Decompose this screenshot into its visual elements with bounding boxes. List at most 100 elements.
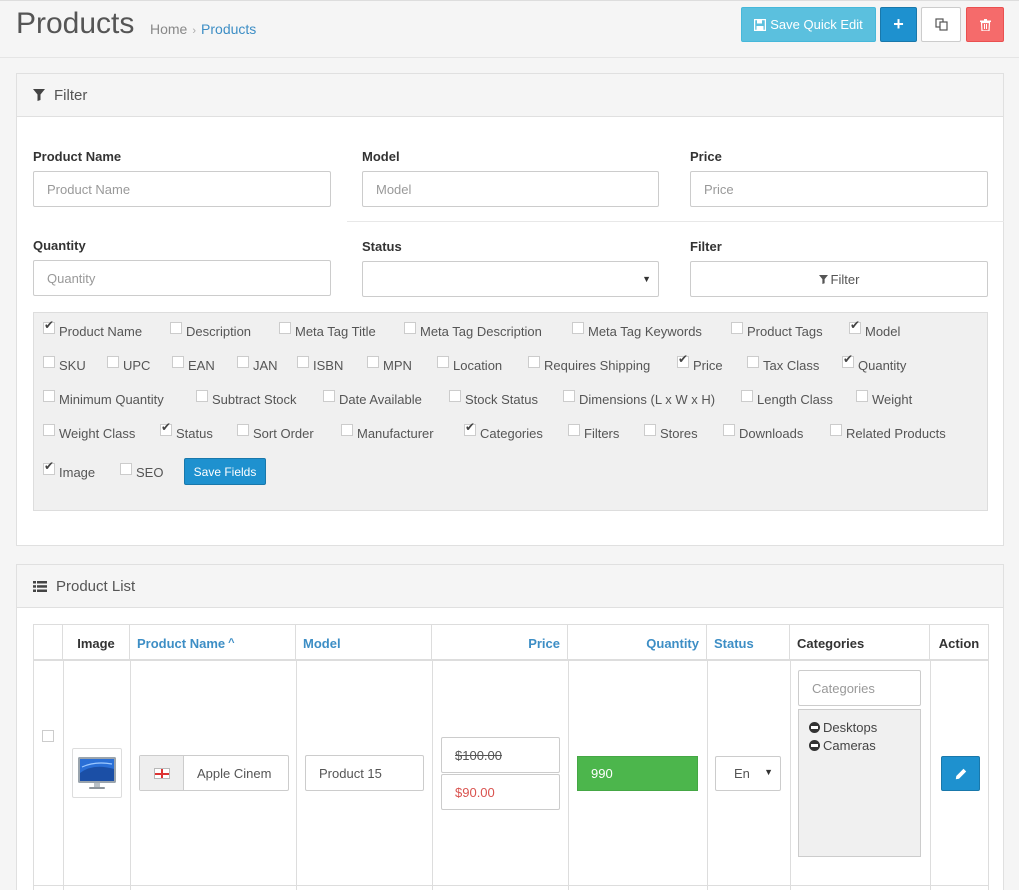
checkbox[interactable] [107, 355, 119, 368]
remove-icon[interactable] [809, 721, 820, 733]
field-checkbox[interactable]: Product Tags [731, 321, 823, 339]
field-checkbox[interactable]: Stores [644, 423, 698, 441]
checkbox[interactable] [563, 389, 575, 402]
checkbox[interactable] [677, 352, 689, 368]
checkbox[interactable] [856, 389, 868, 402]
save-quick-edit-button[interactable]: Save Quick Edit [741, 7, 876, 42]
column-product-name[interactable]: Product Name ^ [130, 625, 296, 661]
product-name-field[interactable]: Apple Cinem [139, 755, 289, 791]
checkbox[interactable] [43, 318, 55, 334]
field-checkbox[interactable]: Requires Shipping [528, 355, 650, 373]
field-checkbox[interactable]: Subtract Stock [196, 389, 297, 407]
status-select[interactable]: En ▼ [715, 756, 781, 791]
field-checkbox[interactable]: SEO [120, 462, 163, 480]
checkbox[interactable] [437, 355, 449, 368]
field-checkbox[interactable]: Quantity [842, 352, 906, 373]
quantity-input[interactable]: Quantity [33, 260, 331, 296]
save-fields-button[interactable]: Save Fields [184, 458, 266, 485]
field-checkbox[interactable]: Location [437, 355, 502, 373]
field-checkbox[interactable]: JAN [237, 355, 278, 373]
product-image[interactable] [72, 748, 122, 798]
checkbox[interactable] [120, 462, 132, 475]
checkbox[interactable] [237, 423, 249, 436]
price-input[interactable]: Price [690, 171, 988, 207]
product-name-input[interactable]: Product Name [33, 171, 331, 207]
field-checkbox[interactable]: Price [677, 352, 723, 373]
checkbox[interactable] [43, 423, 55, 436]
add-product-button[interactable]: + [880, 7, 917, 42]
field-checkbox[interactable]: Minimum Quantity [43, 389, 164, 407]
column-model[interactable]: Model [296, 625, 432, 661]
checkbox[interactable] [528, 355, 540, 368]
field-checkbox[interactable]: SKU [43, 355, 86, 373]
field-checkbox[interactable]: Dimensions (L x W x H) [563, 389, 715, 407]
field-checkbox[interactable]: ISBN [297, 355, 343, 373]
price-field[interactable]: $100.00 [441, 737, 560, 773]
row-select-checkbox[interactable] [42, 730, 54, 742]
checkbox[interactable] [341, 423, 353, 436]
checkbox[interactable] [747, 355, 759, 368]
checkbox[interactable] [644, 423, 656, 436]
breadcrumb-home[interactable]: Home [150, 21, 188, 37]
checkbox[interactable] [449, 389, 461, 402]
field-checkbox[interactable]: Downloads [723, 423, 803, 441]
model-input[interactable]: Model [362, 171, 659, 207]
column-price[interactable]: Price [432, 625, 568, 661]
field-checkbox[interactable]: Meta Tag Description [404, 321, 542, 339]
field-checkbox[interactable]: Categories [464, 420, 543, 441]
checkbox[interactable] [849, 318, 861, 334]
checkbox[interactable] [196, 389, 208, 402]
checkbox[interactable] [830, 423, 842, 436]
field-checkbox[interactable]: EAN [172, 355, 215, 373]
field-checkbox[interactable]: Description [170, 321, 251, 339]
checkbox[interactable] [404, 321, 416, 334]
checkbox[interactable] [572, 321, 584, 334]
checkbox[interactable] [237, 355, 249, 368]
quantity-field[interactable]: 990 [577, 756, 698, 791]
column-status[interactable]: Status [707, 625, 790, 661]
delete-button[interactable] [966, 7, 1004, 42]
field-checkbox[interactable]: Stock Status [449, 389, 538, 407]
breadcrumb-products[interactable]: Products [201, 21, 257, 37]
checkbox[interactable] [741, 389, 753, 402]
checkbox[interactable] [568, 423, 580, 436]
checkbox[interactable] [464, 420, 476, 436]
field-checkbox[interactable]: Weight [856, 389, 912, 407]
column-quantity[interactable]: Quantity [568, 625, 707, 661]
checkbox[interactable] [43, 459, 55, 475]
checkbox[interactable] [297, 355, 309, 368]
copy-button[interactable] [921, 7, 961, 42]
checkbox[interactable] [170, 321, 182, 334]
edit-button[interactable] [941, 756, 980, 791]
remove-icon[interactable] [809, 739, 820, 751]
field-checkbox[interactable]: Manufacturer [341, 423, 434, 441]
checkbox[interactable] [43, 389, 55, 402]
field-checkbox[interactable]: Image [43, 459, 95, 480]
special-price-field[interactable]: $90.00 [441, 774, 560, 810]
checkbox[interactable] [367, 355, 379, 368]
categories-input[interactable]: Categories [798, 670, 921, 706]
checkbox[interactable] [43, 355, 55, 368]
model-field[interactable]: Product 15 [305, 755, 424, 791]
field-checkbox[interactable]: Filters [568, 423, 619, 441]
status-select[interactable]: ▼ [362, 261, 659, 297]
field-checkbox[interactable]: Status [160, 420, 213, 441]
field-checkbox[interactable]: Date Available [323, 389, 422, 407]
checkbox[interactable] [279, 321, 291, 334]
field-checkbox[interactable]: Model [849, 318, 900, 339]
field-checkbox[interactable]: Sort Order [237, 423, 314, 441]
checkbox[interactable] [723, 423, 735, 436]
field-checkbox[interactable]: Weight Class [43, 423, 135, 441]
field-checkbox[interactable]: UPC [107, 355, 150, 373]
filter-button[interactable]: Filter [690, 261, 988, 297]
field-checkbox[interactable]: MPN [367, 355, 412, 373]
field-checkbox[interactable]: Length Class [741, 389, 833, 407]
checkbox[interactable] [842, 352, 854, 368]
checkbox[interactable] [323, 389, 335, 402]
product-name-value[interactable]: Apple Cinem [197, 765, 272, 781]
field-checkbox[interactable]: Meta Tag Keywords [572, 321, 702, 339]
checkbox[interactable] [731, 321, 743, 334]
checkbox[interactable] [172, 355, 184, 368]
field-checkbox[interactable]: Tax Class [747, 355, 819, 373]
field-checkbox[interactable]: Product Name [43, 318, 142, 339]
